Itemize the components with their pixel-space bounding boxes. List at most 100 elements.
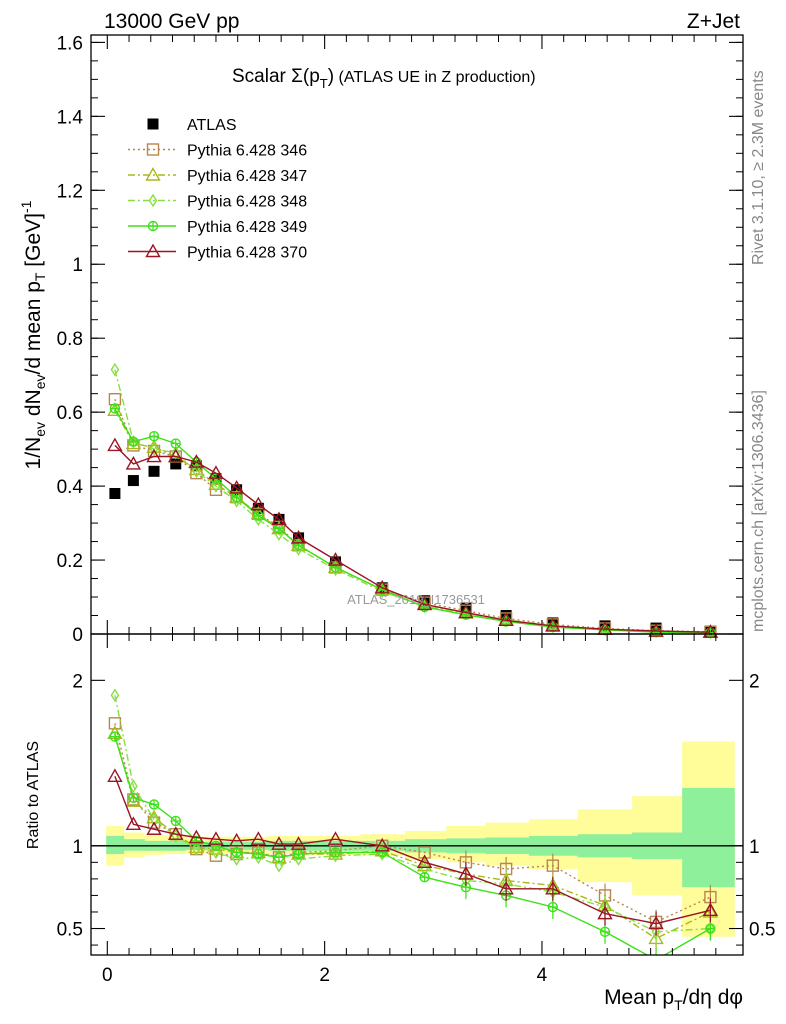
point-pythia-6-428-347 [107,402,123,416]
ratio-point-pythia-6-428-370 [458,866,474,880]
legend-label-pythia-6-428-370: Pythia 6.428 370 [187,245,307,262]
legend: ATLAS Pythia 6.428 346 Pythia 6.428 347 Pyt… [128,117,307,262]
ratio-point-pythia-6-428-370 [228,832,245,847]
ratio-point-pythia-6-428-348 [651,925,661,939]
ratio-frame [90,633,744,956]
point-pythia-6-428-370 [188,454,205,468]
ratio-point-pythia-6-428-348 [192,842,201,856]
ratio-point-pythia-6-428-348 [211,845,221,860]
ratio-point-pythia-6-428-347 [188,839,205,854]
ratio-point-pythia-6-428-370 [208,831,224,845]
y-axis-label: 1/Nev dNev/d mean pT [GeV]-1 [18,200,48,469]
point-pythia-6-428-370 [107,437,123,452]
point-pythia-6-428-348 [110,362,120,377]
mcplots-label: mcplots.cern.ch [arXiv:1306.3436] [750,390,767,632]
ratio-point-pythia-6-428-348 [110,688,120,703]
point-pythia-6-428-370 [458,604,474,619]
x-tick-label: 0 [102,965,113,986]
ratio-ytick-label-right: 2 [749,671,760,692]
ratio-point-pythia-6-428-370 [374,837,390,852]
legend-label-pythia-6-428-346: Pythia 6.428 346 [187,143,307,160]
x-tick-label: 4 [537,965,548,986]
ratio-point-pythia-6-428-370 [702,902,719,917]
ratio-point-pythia-6-428-370 [648,915,664,930]
point-pythia-6-428-370 [545,617,561,632]
point-pythia-6-428-370 [374,579,390,594]
point-pythia-6-428-370 [146,448,162,463]
ratio-ytick-label: 0.5 [57,920,83,941]
ratio-point-pythia-6-428-370 [250,831,267,845]
ratio-point-pythia-6-428-370 [416,854,433,869]
ratio-point-pythia-6-428-349 [654,954,658,955]
series-line-pythia-6-428-370 [114,444,711,633]
stat-band [682,787,735,888]
ratio-content [91,688,743,955]
main-panel: 0 0.2 0.4 0.6 0.8 1 1.2 1.4 1.6 [57,33,744,646]
ratio-point-pythia-6-428-348 [129,779,138,794]
ratio-point-pythia-6-428-347 [416,857,433,872]
legend-marker-pythia-6-428-370 [145,243,161,258]
ratio-point-pythia-6-428-348 [274,858,284,873]
ratio-point-pythia-6-428-370 [545,880,561,895]
ratio-ytick-label-right: 0.5 [749,920,775,941]
main-ytick-label: 0.6 [57,403,83,424]
legend-marker-pythia-6-428-347 [145,167,161,181]
point-pythia-6-428-370 [290,529,307,544]
point-atlas [148,465,160,477]
point-pythia-6-428-370 [648,623,664,637]
rivet-label: Rivet 3.1.10, ≥ 2.3M events [750,70,767,265]
energy-label: 13000 GeV pp [104,10,239,33]
point-pythia-6-428-370 [125,455,142,470]
main-ytick-label: 0 [72,625,83,646]
ratio-point-pythia-6-428-348 [294,852,303,866]
point-pythia-6-428-348 [171,446,181,460]
legend-label-pythia-6-428-348: Pythia 6.428 348 [187,194,307,211]
ratio-point-pythia-6-428-370 [327,831,344,845]
ratio-point-pythia-6-428-348 [331,848,340,863]
main-ytick-label: 1.2 [57,181,83,202]
ratio-point-pythia-6-428-370 [168,826,184,840]
ratio-point-pythia-6-428-370 [188,829,205,844]
point-pythia-6-428-348 [211,479,221,493]
stat-band [106,835,125,855]
point-pythia-6-428-370 [416,596,433,611]
legend-label-atlas: ATLAS [187,117,237,134]
ratio-panel: 0.5 1 2 0 2 4 0.5 1 2 [57,633,775,986]
main-ytick-label: 1 [72,255,83,276]
watermark: ATLAS_2019_I1736531 [347,592,485,607]
point-pythia-6-428-370 [168,448,184,463]
ratio-ytick-label-right: 1 [749,837,760,858]
x-tick-label: 2 [319,965,330,986]
ratio-point-pythia-6-428-347 [327,846,344,860]
main-ytick-label: 0.2 [57,551,83,572]
point-pythia-6-428-370 [327,552,344,566]
ratio-point-pythia-6-428-370 [146,821,162,835]
point-pythia-6-428-348 [149,442,159,456]
legend-label-pythia-6-428-347: Pythia 6.428 347 [187,168,307,185]
point-pythia-6-428-370 [250,496,267,511]
main-ytick-label: 0.8 [57,329,83,350]
point-atlas [127,475,139,487]
legend-marker-pythia-6-428-348 [148,193,158,208]
ratio-y-axis-label: Ratio to ATLAS [25,741,42,849]
point-pythia-6-428-370 [208,465,224,479]
main-ytick-label: 0.4 [57,477,84,498]
ratio-point-pythia-6-428-348 [149,812,159,827]
legend-marker-atlas [147,118,159,130]
stat-band [123,839,145,851]
ratio-point-pythia-6-428-370 [271,836,287,850]
ratio-point-pythia-6-428-370 [597,905,613,920]
point-pythia-6-428-348 [129,434,138,449]
ratio-point-pythia-6-428-348 [254,850,263,865]
ratio-point-pythia-6-428-346 [108,717,122,730]
main-ytick-label: 1.4 [57,107,84,128]
ratio-point-pythia-6-428-370 [290,836,307,850]
plot-title: Scalar Σ(pT) (ATLAS UE in Z production) [232,66,536,91]
point-pythia-6-428-348 [192,464,201,479]
ratio-point-pythia-6-428-370 [125,816,142,830]
point-pythia-6-428-370 [498,612,514,627]
ratio-point-pythia-6-428-348 [232,852,241,866]
point-pythia-6-428-370 [702,624,719,638]
point-pythia-6-428-347 [146,439,162,453]
